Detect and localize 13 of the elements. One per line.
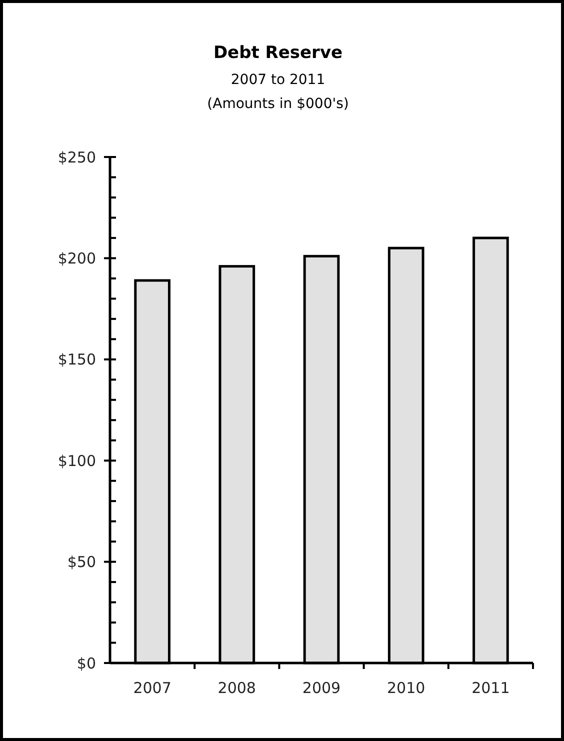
y-tick-label: $200 <box>58 249 96 268</box>
y-tick-label: $100 <box>58 452 96 470</box>
x-tick-label: 2008 <box>218 679 256 697</box>
x-tick-label: 2011 <box>472 679 510 697</box>
y-tick-label: $250 <box>58 148 96 166</box>
x-tick-label: 2010 <box>387 679 426 697</box>
chart-subtitle: 2007 to 2011 (Amounts in $000's) <box>207 72 349 112</box>
y-tick-label: $150 <box>58 350 96 369</box>
chart-title: Debt Reserve <box>213 43 343 63</box>
x-tick-label: 2007 <box>133 679 172 697</box>
x-tick-label: 2009 <box>302 679 341 697</box>
y-tick-label: $50 <box>67 553 96 572</box>
y-tick-label: $0 <box>76 654 96 672</box>
